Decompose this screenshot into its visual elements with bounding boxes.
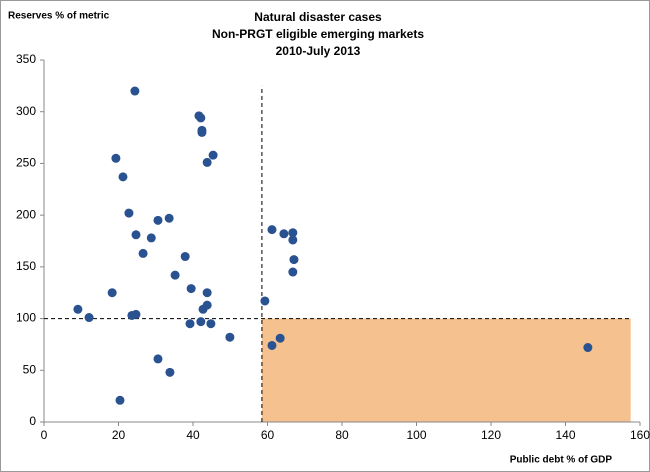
point	[267, 225, 277, 235]
point	[279, 229, 289, 239]
y-tick-label: 200	[16, 207, 36, 221]
point	[153, 354, 163, 364]
chart-title: Non-PRGT eligible emerging markets	[212, 27, 424, 41]
point	[202, 288, 212, 298]
y-axis-label: Reserves % of metric	[8, 11, 110, 22]
chart-title: 2010-July 2013	[276, 44, 361, 58]
point	[267, 340, 277, 350]
point	[84, 313, 94, 323]
point	[288, 228, 298, 238]
point	[196, 113, 206, 123]
point	[225, 332, 235, 342]
x-axis-label: Public debt % of GDP	[510, 455, 613, 466]
point	[583, 343, 593, 353]
x-tick-label: 60	[261, 428, 275, 442]
point	[180, 252, 190, 262]
x-tick-label: 0	[41, 428, 48, 442]
point	[131, 230, 141, 240]
chart-title: Natural disaster cases	[254, 10, 382, 24]
point	[208, 150, 218, 160]
x-tick-label: 100	[406, 428, 426, 442]
y-tick-label: 150	[16, 259, 36, 273]
point	[198, 304, 208, 314]
point	[115, 395, 125, 405]
point	[196, 317, 206, 327]
point	[153, 215, 163, 225]
point	[197, 127, 207, 137]
point	[111, 153, 121, 163]
x-tick-label: 40	[186, 428, 200, 442]
point	[130, 86, 140, 96]
y-tick-label: 300	[16, 104, 36, 118]
point	[288, 267, 298, 277]
point	[288, 235, 298, 245]
point	[186, 284, 196, 294]
y-tick-label: 100	[16, 311, 36, 325]
point	[138, 248, 148, 258]
point	[73, 304, 83, 314]
x-tick-label: 80	[335, 428, 349, 442]
x-tick-label: 140	[555, 428, 575, 442]
point	[185, 319, 195, 329]
point	[107, 288, 117, 298]
y-tick-label: 50	[23, 362, 37, 376]
point	[124, 208, 134, 218]
point	[118, 172, 128, 182]
point	[165, 367, 175, 377]
x-tick-label: 120	[481, 428, 501, 442]
point	[289, 255, 299, 265]
y-tick-label: 0	[29, 414, 36, 428]
point	[275, 333, 285, 343]
point	[164, 213, 174, 223]
point	[206, 319, 216, 329]
x-tick-label: 20	[112, 428, 126, 442]
point	[127, 310, 137, 320]
y-tick-label: 250	[16, 156, 36, 170]
point	[146, 233, 156, 243]
x-tick-label: 160	[630, 428, 650, 442]
point	[260, 296, 270, 306]
y-tick-label: 350	[16, 52, 36, 66]
point	[170, 270, 180, 280]
shaded-region	[261, 318, 631, 422]
point	[202, 157, 212, 167]
